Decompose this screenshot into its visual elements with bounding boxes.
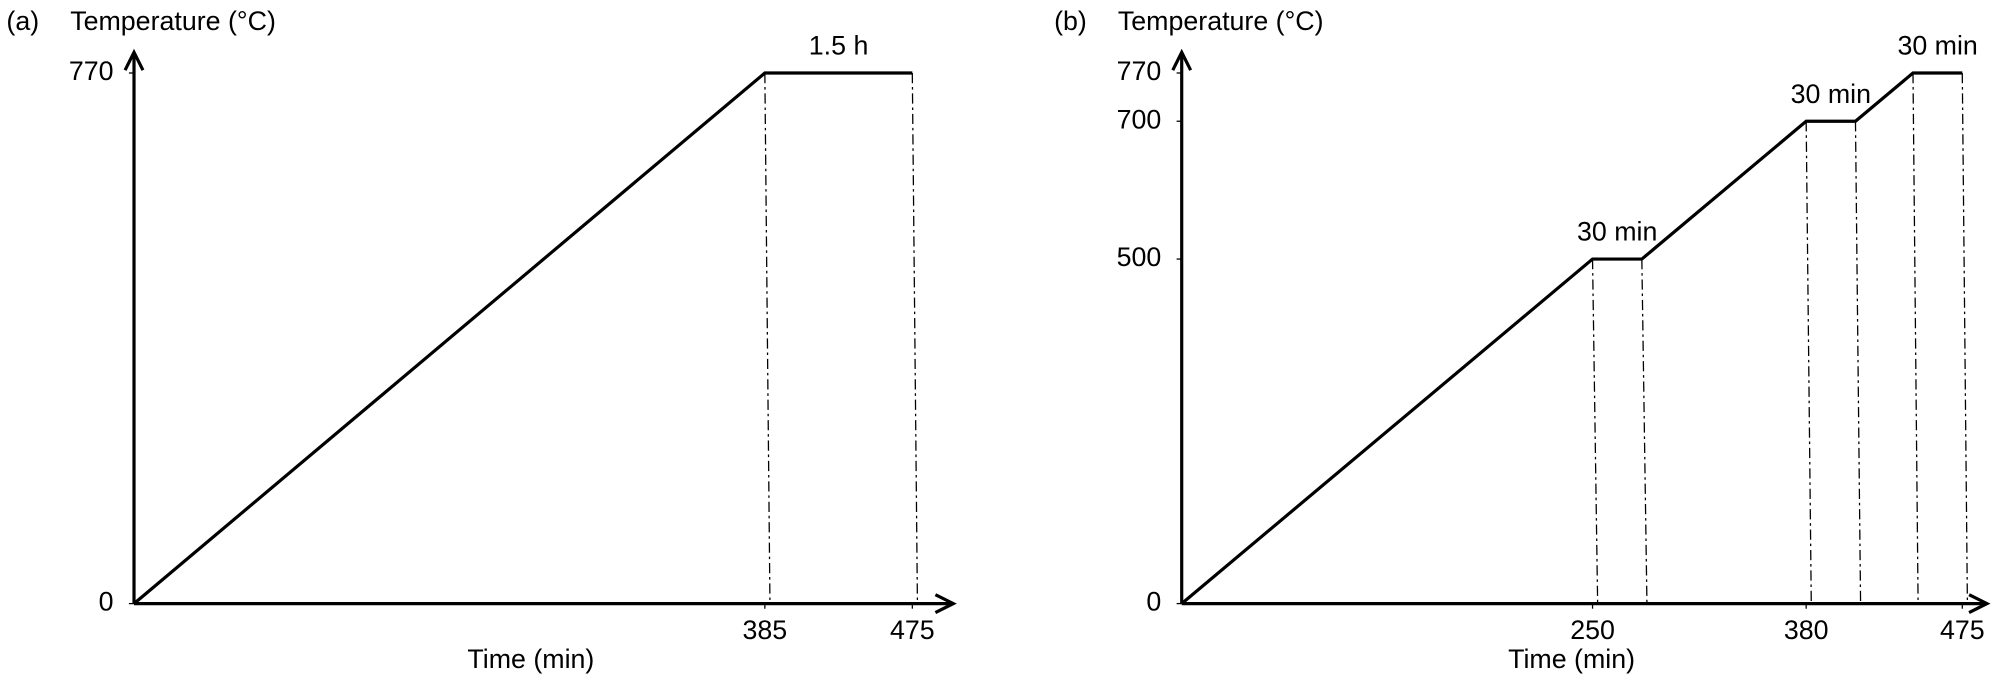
x-tick-label: 380 xyxy=(1784,615,1829,645)
y-tick-label: 770 xyxy=(69,56,114,86)
drop-line xyxy=(1641,259,1648,604)
drop-line xyxy=(1961,72,1969,604)
x-tick-label: 250 xyxy=(1570,615,1615,645)
hold-annotation: 30 min xyxy=(1897,31,1977,61)
x-tick-label: 475 xyxy=(890,615,935,645)
temperature-line xyxy=(132,71,913,605)
x-tick-label: 475 xyxy=(1940,615,1985,645)
y-tick-label: 770 xyxy=(1117,56,1162,86)
panel-label: (b) xyxy=(1054,6,1087,36)
y-tick-label: 0 xyxy=(99,587,114,617)
y-axis-label: Temperature (°C) xyxy=(1118,6,1324,36)
hold-annotation: 30 min xyxy=(1791,79,1871,109)
y-tick-label: 700 xyxy=(1117,104,1162,134)
x-tick-label: 385 xyxy=(743,615,788,645)
drop-line xyxy=(911,72,919,604)
drop-line xyxy=(1591,259,1599,604)
drop-line xyxy=(1854,121,1862,604)
x-axis-label: Time (min) xyxy=(467,644,594,674)
y-axis-arrow xyxy=(123,48,145,71)
y-tick-label: 500 xyxy=(1117,242,1162,272)
temperature-line xyxy=(1180,71,1963,605)
drop-line xyxy=(1912,72,1919,604)
drop-line xyxy=(1805,121,1812,604)
y-axis-arrow xyxy=(1171,48,1193,71)
y-tick-label: 0 xyxy=(1146,587,1161,617)
y-axis-label: Temperature (°C) xyxy=(70,6,276,36)
x-axis-label: Time (min) xyxy=(1508,644,1635,674)
hold-annotation: 30 min xyxy=(1577,217,1657,247)
x-axis-arrow xyxy=(1968,593,1991,614)
hold-annotation: 1.5 h xyxy=(809,31,869,61)
x-axis-arrow xyxy=(934,593,957,614)
panel-label: (a) xyxy=(6,6,39,36)
drop-line xyxy=(764,72,771,604)
